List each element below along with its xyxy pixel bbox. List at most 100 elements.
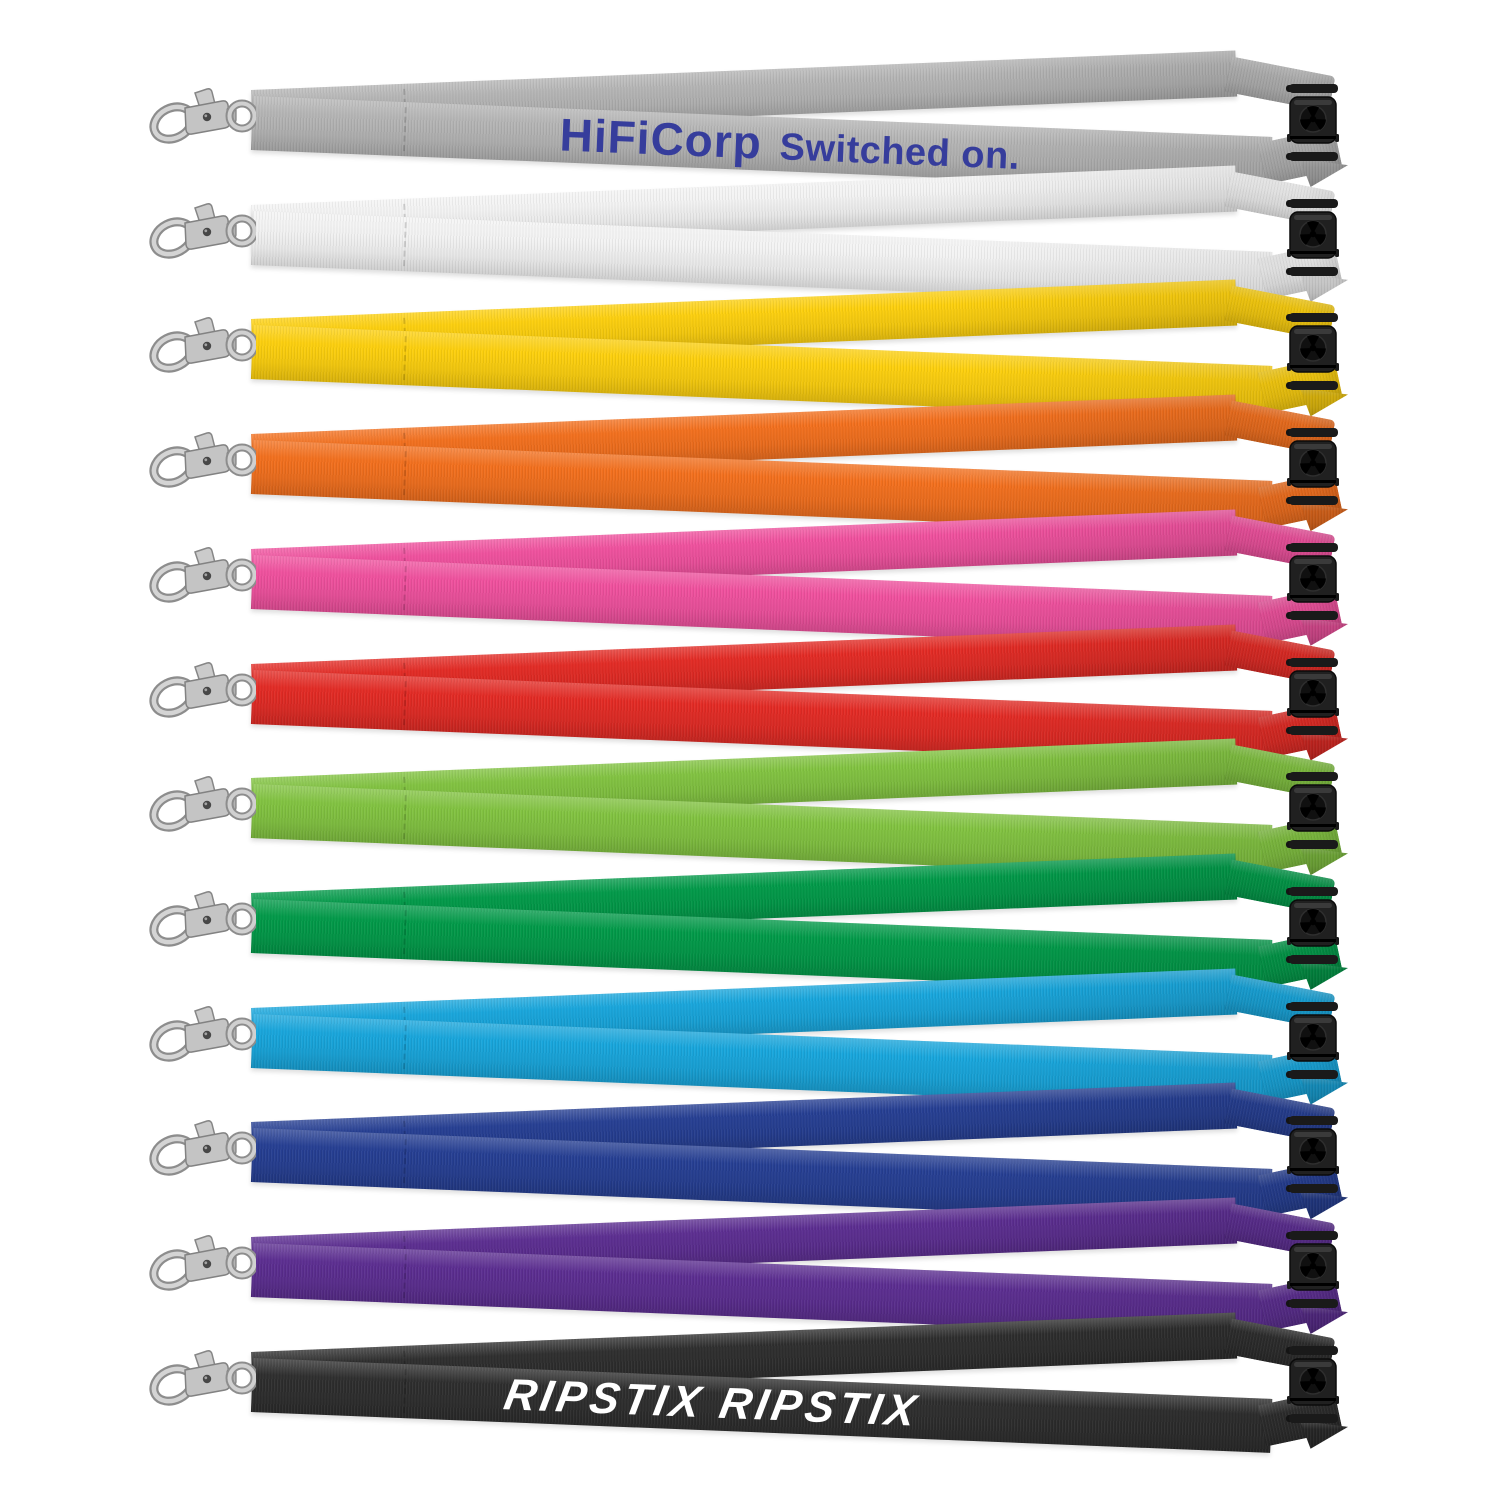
buckle-trefoil-mark [1300,335,1326,360]
metal-clasp [149,88,256,144]
clasp-ring-highlight [227,1363,256,1393]
clasp-ring-highlight [227,560,256,590]
breakaway-buckle [1286,1345,1339,1423]
buckle-trefoil-mark [1300,1367,1326,1392]
buckle-breakaway-seam [1290,480,1336,484]
buckle-breakaway-seam [1290,1283,1336,1286]
buckle-bottom-bar [1289,725,1338,735]
breakaway-buckle [1286,772,1339,850]
buckle-body-highlight [1294,902,1332,908]
buckle-top-bar [1289,657,1338,667]
clasp-rivet-highlight [204,1376,208,1379]
buckle-bottom-bar [1289,954,1338,964]
metal-clasp [149,432,256,488]
clasp-rivet-highlight [204,1146,208,1150]
clasp-rivet-highlight [204,573,208,576]
buckle-breakaway-seam [1290,709,1336,713]
buckle-trefoil-mark [1300,220,1326,245]
buckle-trefoil-mark [1300,1023,1326,1048]
print-ripstix: RIPSTIX RIPSTIX [500,1370,924,1436]
clasp-ring-highlight [227,330,256,360]
metal-clasp [149,546,256,603]
breakaway-buckle [1286,313,1339,391]
breakaway-buckle [1286,1001,1339,1079]
clasp-ring-highlight [227,789,256,819]
buckle-trefoil-mark [1300,908,1326,933]
buckle-top-bar [1289,84,1338,93]
clasp-rivet-highlight [204,1261,208,1265]
buckle-breakaway-seam [1290,824,1336,828]
clasp-ring-highlight [227,904,256,934]
buckle-top-bar [1289,1116,1338,1126]
buckle-body-highlight [1294,100,1332,105]
buckle-breakaway-seam [1290,1053,1336,1057]
clasp-ring-highlight [227,216,256,246]
clasp-rivet-highlight [204,687,208,691]
metal-clasp [149,1235,256,1291]
buckle-breakaway-seam [1290,594,1336,598]
metal-clasp [149,1120,256,1176]
buckle-trefoil-mark [1300,450,1326,475]
breakaway-buckle [1286,886,1339,964]
buckle-trefoil-mark [1300,564,1326,589]
buckle-breakaway-seam [1290,250,1336,254]
clasp-ring-highlight [227,101,256,131]
buckle-trefoil-mark [1300,1253,1326,1277]
buckle-bottom-bar [1289,152,1338,161]
buckle-bottom-bar [1289,840,1338,850]
buckle-body-highlight [1294,444,1332,450]
buckle-body-highlight [1294,329,1332,335]
buckle-top-bar [1289,542,1338,552]
metal-clasp [149,1349,256,1406]
clasp-rivet-highlight [204,343,208,347]
clasp-rivet-highlight [204,114,208,118]
breakaway-buckle [1286,84,1339,161]
buckle-bottom-bar [1289,1413,1338,1423]
buckle-body-highlight [1294,788,1332,794]
breakaway-buckle [1286,657,1339,735]
breakaway-buckle [1286,1231,1339,1308]
clasp-ring-highlight [227,1248,256,1278]
clasp-rivet-highlight [204,917,208,921]
buckle-breakaway-seam [1290,938,1336,942]
clasp-ring-highlight [227,445,256,475]
buckle-breakaway-seam [1290,365,1336,369]
clasp-rivet-highlight [204,229,208,232]
buckle-body-highlight [1294,673,1332,679]
metal-clasp [149,661,256,718]
clasp-rivet-highlight [204,1031,208,1035]
buckle-body-highlight [1294,214,1332,220]
buckle-bottom-bar [1289,266,1338,276]
buckle-breakaway-seam [1290,136,1336,139]
buckle-top-bar [1289,313,1338,323]
breakaway-buckle [1286,428,1339,506]
buckle-trefoil-mark [1300,679,1326,704]
buckle-body-highlight [1294,558,1332,564]
buckle-trefoil-mark [1300,794,1326,819]
buckle-top-bar [1289,198,1338,208]
buckle-breakaway-seam [1290,1168,1336,1172]
buckle-body-highlight [1294,1361,1332,1367]
clasp-rivet-highlight [204,458,208,462]
buckle-top-bar [1289,772,1338,782]
buckle-bottom-bar [1289,1069,1338,1079]
buckle-top-bar [1289,886,1338,896]
clasp-ring-highlight [227,1133,256,1163]
ripstix-logo-text: RIPSTIX RIPSTIX [500,1370,924,1436]
buckle-body-highlight [1294,1017,1332,1023]
buckle-body-highlight [1294,1132,1332,1138]
metal-clasp [149,1005,256,1062]
metal-clasp [149,776,256,832]
clasp-rivet [202,1374,212,1383]
